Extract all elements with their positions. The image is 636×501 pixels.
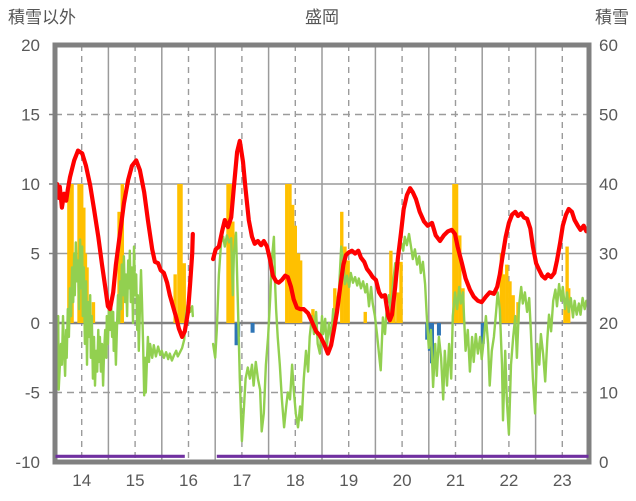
right-axis-tick-label: 50: [599, 106, 618, 125]
x-axis-tick-label: 15: [126, 471, 145, 490]
orange-bar: [67, 184, 71, 323]
green-line: [53, 238, 195, 397]
orange-bar: [117, 211, 121, 323]
x-axis-tick-label: 20: [393, 471, 412, 490]
blue-bar: [250, 323, 255, 333]
left-axis-tick-label: 0: [31, 314, 40, 333]
orange-bar: [399, 261, 403, 323]
orange-bar: [452, 184, 456, 323]
orange-bar: [458, 235, 462, 323]
orange-bar: [346, 260, 350, 323]
orange-bar: [396, 292, 400, 323]
red-line: [54, 148, 195, 339]
orange-bar: [91, 302, 96, 323]
right-axis-tick-label: 40: [599, 175, 618, 194]
orange-bar: [333, 288, 337, 323]
orange-bar: [454, 184, 459, 323]
orange-bar: [288, 184, 292, 323]
left-axis-tick-label: -5: [25, 384, 40, 403]
orange-bar: [508, 281, 512, 323]
orange-bar: [565, 246, 569, 323]
right-axis-tick-label: 20: [599, 314, 618, 333]
orange-bar: [228, 184, 232, 323]
orange-bar: [177, 184, 181, 323]
orange-bar: [563, 309, 567, 323]
red-line: [211, 138, 591, 356]
x-axis-tick-label: 23: [553, 471, 572, 490]
orange-bar: [501, 274, 506, 323]
x-axis-tick-label: 14: [72, 471, 91, 490]
blue-bar: [480, 323, 485, 344]
orange-bar: [363, 311, 367, 323]
x-axis-tick-label: 19: [339, 471, 358, 490]
chart-title: 盛岡: [305, 8, 339, 27]
left-axis-title: 積雪以外: [8, 8, 76, 27]
left-axis-tick-label: 15: [21, 106, 40, 125]
orange-bar: [505, 264, 509, 323]
orange-bar: [389, 250, 393, 323]
x-axis-tick-label: 18: [286, 471, 305, 490]
orange-bar: [298, 260, 303, 323]
orange-bar: [70, 184, 74, 323]
orange-bar: [182, 263, 186, 323]
orange-bar: [499, 253, 504, 323]
orange-bar: [296, 253, 301, 323]
left-axis-tick-label: 20: [21, 36, 40, 55]
right-axis-tick-label: 10: [599, 384, 618, 403]
orange-bar: [511, 295, 515, 323]
left-axis-tick-label: -10: [15, 453, 40, 472]
right-axis-tick-label: 30: [599, 245, 618, 264]
x-axis-tick-label: 16: [179, 471, 198, 490]
x-axis-tick-label: 17: [232, 471, 251, 490]
right-axis-title: 積雪: [595, 8, 629, 27]
x-axis-tick-label: 22: [499, 471, 518, 490]
orange-bar: [285, 184, 289, 323]
orange-bar: [293, 225, 297, 323]
orange-bar: [120, 184, 124, 323]
right-axis-tick-label: 0: [599, 453, 608, 472]
blue-bar: [436, 323, 441, 336]
orange-bar: [226, 184, 230, 323]
orange-bar: [173, 274, 177, 323]
orange-bar: [290, 204, 295, 323]
x-axis-tick-label: 21: [446, 471, 465, 490]
orange-bar: [179, 184, 183, 323]
left-axis-tick-label: 10: [21, 175, 40, 194]
right-axis-tick-label: 60: [599, 36, 618, 55]
left-axis-tick-label: 5: [31, 245, 40, 264]
